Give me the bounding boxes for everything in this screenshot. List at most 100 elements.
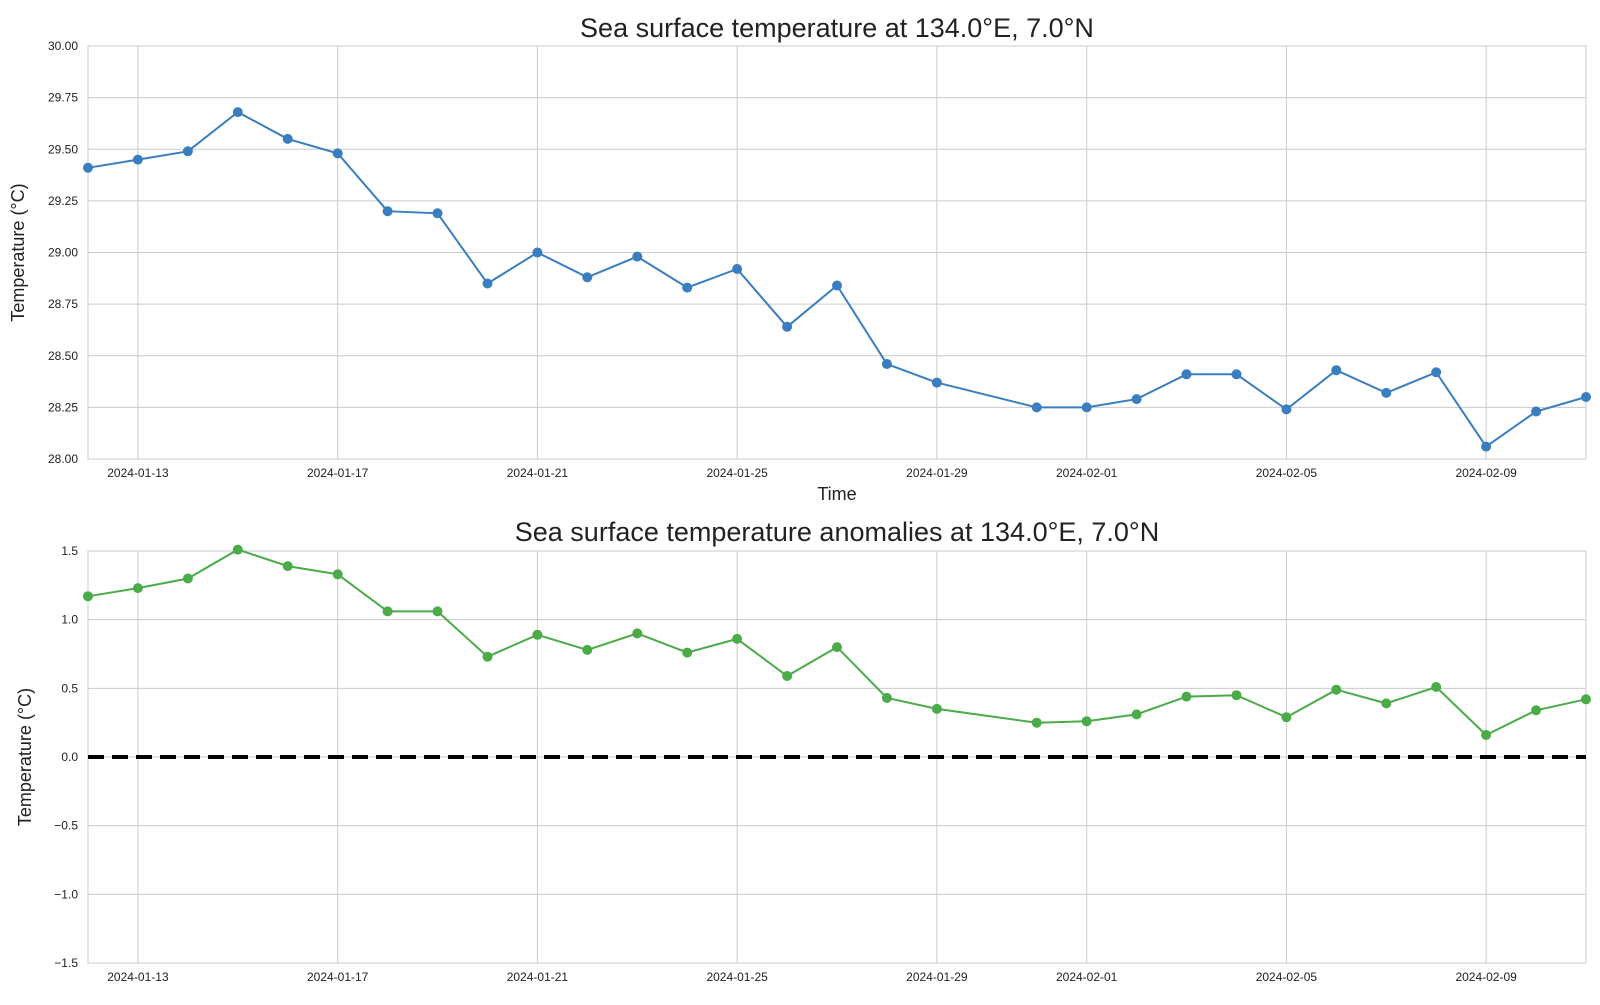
data-point bbox=[482, 278, 493, 289]
x-tick-label: 2024-01-25 bbox=[706, 970, 768, 984]
x-tick-label: 2024-02-05 bbox=[1256, 466, 1318, 480]
data-point bbox=[132, 583, 143, 594]
data-point bbox=[1181, 691, 1192, 702]
data-point bbox=[1031, 717, 1042, 728]
x-tick-label: 2024-01-29 bbox=[906, 466, 968, 480]
data-point bbox=[1331, 684, 1342, 695]
x-tick-label: 2024-01-17 bbox=[307, 466, 369, 480]
y-tick-label: 28.00 bbox=[48, 452, 78, 466]
data-point bbox=[382, 606, 393, 617]
y-tick-label: 29.50 bbox=[48, 142, 78, 156]
y-tick-label: 0.5 bbox=[61, 681, 78, 695]
data-point bbox=[1181, 369, 1192, 380]
series-line bbox=[87, 548, 1587, 737]
data-point bbox=[482, 651, 493, 662]
data-point bbox=[632, 251, 643, 262]
data-point bbox=[1481, 441, 1492, 452]
data-point bbox=[832, 280, 842, 291]
data-point bbox=[782, 321, 793, 332]
data-point bbox=[232, 107, 243, 118]
y-tick-label: −1.5 bbox=[54, 956, 78, 970]
data-point bbox=[382, 206, 393, 217]
x-tick-label: 2024-01-13 bbox=[107, 970, 169, 984]
x-tick-label: 2024-02-05 bbox=[1256, 970, 1318, 984]
data-point bbox=[432, 606, 443, 617]
data-point bbox=[782, 671, 793, 681]
y-axis-label: Temperature (°C) bbox=[8, 183, 28, 321]
y-tick-label: 29.75 bbox=[48, 91, 78, 105]
data-point bbox=[83, 591, 93, 602]
data-point bbox=[682, 282, 693, 293]
data-point bbox=[1531, 406, 1542, 417]
data-point bbox=[282, 561, 293, 572]
x-tick-label: 2024-01-25 bbox=[706, 466, 768, 480]
data-point bbox=[332, 148, 343, 159]
data-point bbox=[1581, 694, 1591, 705]
y-tick-label: 28.25 bbox=[48, 400, 78, 414]
x-tick-label: 2024-02-09 bbox=[1455, 970, 1517, 984]
data-point bbox=[1331, 365, 1342, 376]
y-tick-label: 1.0 bbox=[61, 613, 78, 627]
data-point bbox=[282, 133, 293, 144]
data-point bbox=[1031, 402, 1042, 413]
x-tick-label: 2024-02-01 bbox=[1056, 466, 1118, 480]
chart-panel-1: 28.00 28.25 28.50 28.75 29.00 29.25 29.50 29.75… bbox=[8, 13, 1591, 504]
data-point bbox=[182, 146, 193, 157]
x-tick-label: 2024-01-29 bbox=[906, 970, 968, 984]
data-point bbox=[1431, 367, 1442, 378]
x-tick-label: 2024-01-21 bbox=[507, 466, 569, 480]
data-point bbox=[1081, 402, 1092, 413]
x-axis-label: Time bbox=[817, 484, 856, 504]
data-point bbox=[1131, 394, 1142, 405]
data-point bbox=[182, 573, 193, 584]
data-point bbox=[732, 264, 743, 274]
data-point bbox=[1381, 698, 1392, 709]
y-tick-label: 29.25 bbox=[48, 194, 78, 208]
y-tick-label: 0.0 bbox=[61, 750, 78, 764]
data-point bbox=[931, 377, 942, 388]
data-point bbox=[532, 629, 543, 640]
data-point bbox=[1281, 712, 1292, 723]
data-point bbox=[332, 569, 343, 580]
y-tick-label: −1.0 bbox=[54, 887, 78, 901]
x-tick-label: 2024-02-09 bbox=[1455, 466, 1517, 480]
data-point bbox=[1231, 690, 1242, 701]
x-tick-label: 2024-02-01 bbox=[1056, 970, 1118, 984]
y-tick-label: 28.50 bbox=[48, 349, 78, 363]
data-point bbox=[1531, 705, 1542, 716]
data-point bbox=[682, 647, 693, 658]
data-point bbox=[132, 154, 143, 165]
y-tick-label: −0.5 bbox=[54, 819, 78, 833]
x-tick-label: 2024-01-21 bbox=[507, 970, 569, 984]
data-point bbox=[1081, 716, 1092, 727]
data-point bbox=[432, 208, 443, 219]
series-line bbox=[87, 110, 1587, 449]
y-tick-label: 28.75 bbox=[48, 297, 78, 311]
data-point bbox=[1581, 392, 1591, 402]
chart-title: Sea surface temperature at 134.0°E, 7.0°… bbox=[580, 13, 1094, 43]
data-point bbox=[83, 162, 93, 173]
data-point bbox=[1481, 730, 1492, 740]
data-point bbox=[1231, 369, 1242, 380]
data-point bbox=[582, 644, 593, 655]
y-tick-label: 29.00 bbox=[48, 246, 78, 260]
plot-frame bbox=[87, 45, 1587, 460]
chart-panel-2: −1.5 −1.0 −0.5 0.0 0.5 1.0 1.5 2024-01-13 2024-0… bbox=[15, 517, 1591, 984]
data-point bbox=[632, 628, 643, 639]
data-point bbox=[1131, 709, 1142, 720]
data-point bbox=[1281, 404, 1292, 415]
x-tick-label: 2024-01-17 bbox=[307, 970, 369, 984]
y-tick-label: 1.5 bbox=[61, 544, 78, 558]
data-point bbox=[582, 272, 593, 283]
data-point bbox=[232, 544, 243, 555]
data-point bbox=[931, 703, 942, 714]
data-point bbox=[1381, 387, 1392, 398]
y-axis-label: Temperature (°C) bbox=[15, 688, 35, 826]
chart-title: Sea surface temperature anomalies at 134… bbox=[515, 517, 1159, 547]
data-point bbox=[732, 633, 743, 644]
data-point bbox=[881, 359, 892, 369]
data-point bbox=[532, 247, 543, 258]
data-point bbox=[832, 642, 842, 653]
